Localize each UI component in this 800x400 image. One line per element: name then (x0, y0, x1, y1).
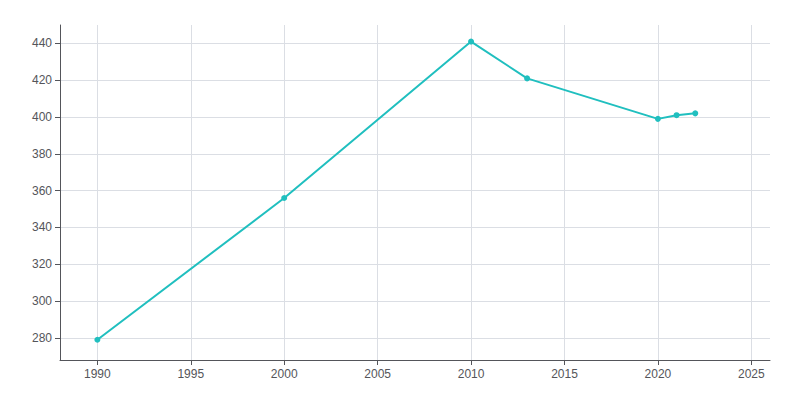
svg-text:300: 300 (32, 294, 52, 308)
svg-text:280: 280 (32, 331, 52, 345)
svg-text:1995: 1995 (177, 367, 204, 381)
svg-text:2025: 2025 (738, 367, 765, 381)
svg-text:400: 400 (32, 110, 52, 124)
svg-text:420: 420 (32, 73, 52, 87)
svg-text:2000: 2000 (271, 367, 298, 381)
svg-text:340: 340 (32, 220, 52, 234)
svg-text:320: 320 (32, 257, 52, 271)
svg-text:440: 440 (32, 36, 52, 50)
svg-text:2015: 2015 (551, 367, 578, 381)
svg-text:380: 380 (32, 147, 52, 161)
svg-text:360: 360 (32, 184, 52, 198)
svg-text:1990: 1990 (84, 367, 111, 381)
svg-text:2005: 2005 (364, 367, 391, 381)
svg-text:2020: 2020 (645, 367, 672, 381)
svg-text:2010: 2010 (458, 367, 485, 381)
